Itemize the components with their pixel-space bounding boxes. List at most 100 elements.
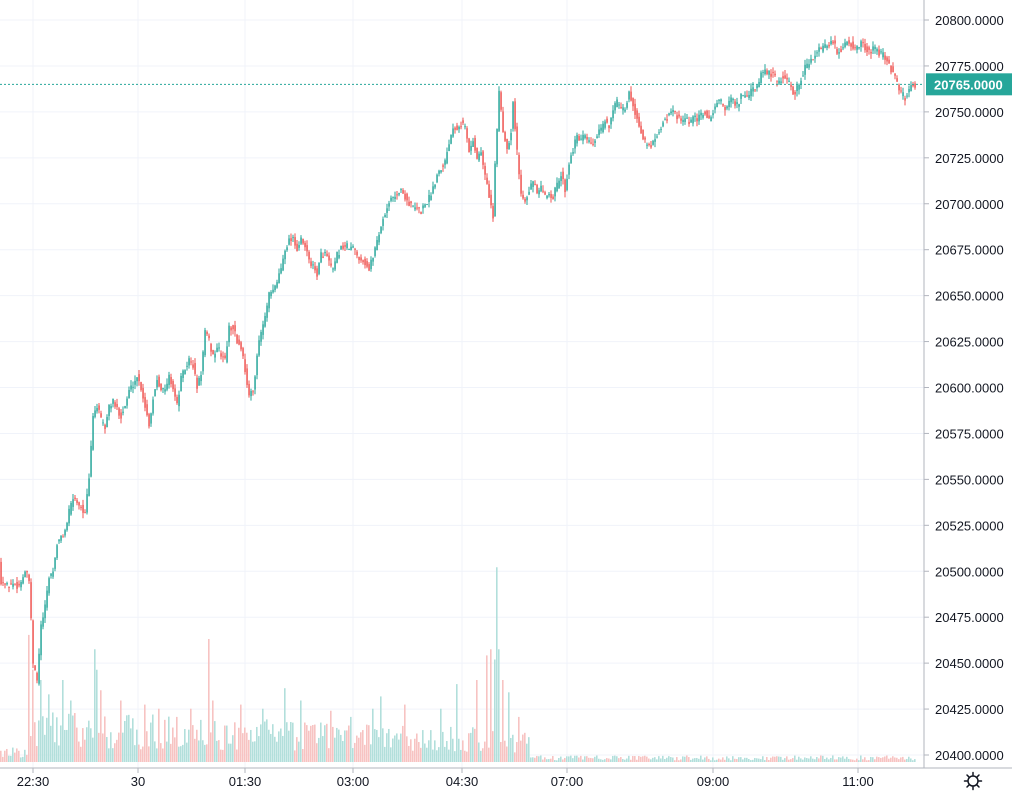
candle-up [582,134,584,141]
candle-up [732,98,734,101]
volume-bar-up [526,743,528,762]
candle-down [650,145,652,148]
volume-bar-up [664,758,666,762]
volume-bar-up [478,742,480,762]
volume-bar-up [570,755,572,762]
candle-down [544,192,546,195]
candle-down [900,90,902,92]
volume-bar-up [258,736,260,762]
volume-bar-down [734,758,736,762]
candle-down [878,49,880,56]
candle-down [648,143,650,145]
candle-up [106,417,108,428]
candle-up [352,246,354,248]
candle-down [232,325,234,330]
candle-down [302,238,304,244]
volume-bar-down [850,759,852,762]
candle-down [850,43,852,47]
price-axis-label: 20400.0000 [935,748,1004,763]
volume-bar-up [804,757,806,762]
volume-bar-up [430,730,432,762]
candle-down [894,73,896,76]
candle-up [570,155,572,164]
candle-down [476,147,478,159]
candle-down [118,408,120,416]
volume-bar-up [434,740,436,762]
volume-bar-up [448,749,450,762]
candle-up [372,257,374,262]
volume-bar-up [186,742,188,762]
candle-up [274,285,276,291]
candle-up [446,152,448,164]
candle-up [804,64,806,75]
volume-bar-up [754,757,756,762]
candle-up [876,49,878,52]
candle-up [568,164,570,175]
candle-up [374,247,376,256]
candle-up [758,81,760,88]
candle-down [366,261,368,267]
volume-bar-down [244,727,246,762]
volume-bar-down [606,758,608,762]
volume-bar-up [624,759,626,762]
volume-bar-up [870,756,872,762]
volume-bar-down [520,740,522,762]
volume-bar-down [6,748,8,762]
candle-up [712,113,714,116]
candle-up [512,102,514,129]
volume-bar-down [218,740,220,762]
candle-down [172,380,174,390]
volume-bar-up [370,744,372,762]
candle-down [316,268,318,277]
candle-up [594,140,596,143]
candle-up [262,324,264,335]
candle-down [632,98,634,107]
volume-bar-up [284,688,286,762]
candle-down [140,382,142,391]
candle-up [216,347,218,352]
volume-bar-up [378,737,380,762]
price-axis[interactable]: 20800.0000 20775.0000 20750.0000 20725.0000… [924,13,1004,763]
candle-up [458,126,460,130]
candle-up [528,191,530,195]
candle-down [460,126,462,128]
candle-up [846,41,848,46]
volume-bar-down [736,759,738,762]
candle-up [318,262,320,274]
volume-bar-down [368,725,370,762]
candle-up [270,291,272,297]
volume-bar-up [372,708,374,762]
volume-bar-up [662,755,664,762]
volume-bar-down [102,733,104,762]
volume-bar-up [800,758,802,762]
settings-button[interactable] [960,768,986,794]
volume-bar-down [304,722,306,762]
candle-down [630,91,632,101]
candle-up [52,571,54,577]
candle-up [510,133,512,141]
candle-up [730,97,732,103]
volume-bar-down [222,749,224,762]
volume-bar-down [894,757,896,762]
candle-up [400,189,402,191]
candle-down [592,143,594,145]
volume-bar-up [134,745,136,762]
volume-bar-down [174,737,176,762]
volume-bar-up [560,756,562,762]
time-axis[interactable]: 22:30 30 01:30 03:00 04:30 07:00 09:00 11:00 [17,768,874,789]
volume-bar-up [202,740,204,762]
candle-up [72,499,74,507]
candle-up [668,113,670,115]
volume-bar-up [532,757,534,762]
candle-up [378,234,380,243]
candle-up [332,268,334,270]
candle-up [764,69,766,75]
volume-bar-down [890,757,892,762]
volume-bar-down [418,742,420,762]
volume-bar-down [904,759,906,762]
candle-down [224,355,226,359]
volume-bar-down [852,759,854,762]
candle-down [0,561,2,585]
volume-bar-down [896,757,898,762]
